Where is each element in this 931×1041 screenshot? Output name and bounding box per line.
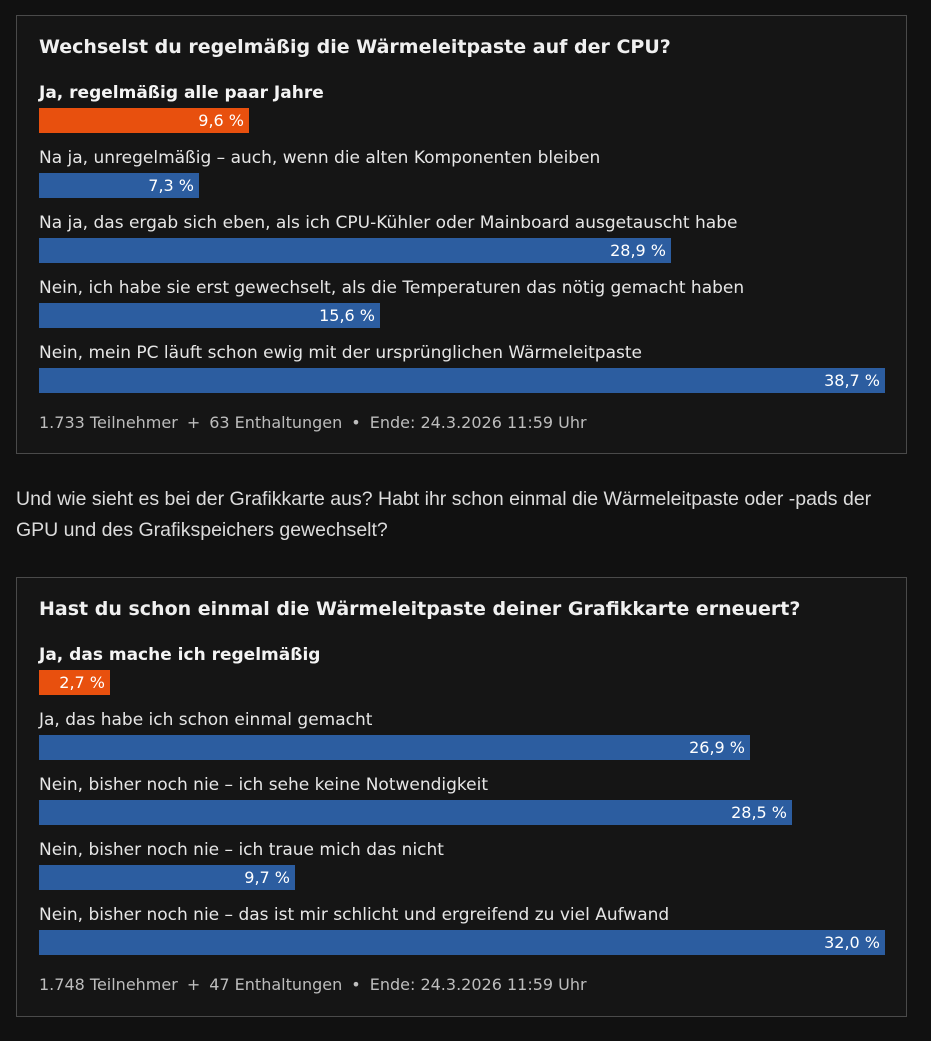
poll-option-bar [39,800,792,825]
bullet-separator: • [351,413,361,432]
bullet-separator: • [351,975,361,994]
poll-option-percent: 9,7 % [244,868,290,887]
poll-option-label: Ja, das mache ich regelmäßig [39,645,321,665]
participants-count: 1.733 Teilnehmer [39,413,178,432]
poll-option-bar-track: 15,6 % [39,303,885,328]
poll-option-bar [39,173,199,198]
poll-end-date: Ende: 24.3.2026 11:59 Uhr [369,413,587,432]
poll-option: Nein, bisher noch nie – das ist mir schl… [39,904,885,955]
poll-option-label: Ja, regelmäßig alle paar Jahre [39,83,324,103]
poll-option-bar-track: 2,7 % [39,670,885,695]
plus-separator: + [186,975,201,994]
poll-option-label: Nein, bisher noch nie – ich sehe keine N… [39,775,489,795]
poll-option-label: Nein, mein PC läuft schon ewig mit der u… [39,343,642,363]
poll-option-bar-track: 9,6 % [39,108,885,133]
poll-option-percent: 26,9 % [689,738,745,757]
poll-option: Na ja, das ergab sich eben, als ich CPU-… [39,212,885,263]
poll-option-percent: 28,9 % [610,241,666,260]
poll-option-bar [39,865,295,890]
poll-title: Wechselst du regelmäßig die Wärmeleitpas… [39,36,671,58]
poll-option-bar-track: 32,0 % [39,930,885,955]
poll-option: Nein, bisher noch nie – ich sehe keine N… [39,774,885,825]
poll-option-bar-track: 38,7 % [39,368,885,393]
poll-option-percent: 2,7 % [59,673,105,692]
poll-cpu-thermal-paste: Wechselst du regelmäßig die Wärmeleitpas… [16,15,907,454]
plus-separator: + [186,413,201,432]
article-paragraph: Und wie sieht es bei der Grafikkarte aus… [16,488,872,541]
poll-option: Na ja, unregelmäßig – auch, wenn die alt… [39,147,885,198]
poll-option-label: Na ja, das ergab sich eben, als ich CPU-… [39,213,738,233]
poll-footer: 1.748 Teilnehmer +47 Enthaltungen • Ende: 2… [39,975,587,994]
poll-option-label: Nein, bisher noch nie – ich traue mich d… [39,840,444,860]
poll-option-percent: 38,7 % [824,371,880,390]
poll-option-percent: 7,3 % [148,176,194,195]
poll-option-label: Na ja, unregelmäßig – auch, wenn die alt… [39,148,601,168]
poll-option-bar-track: 9,7 % [39,865,885,890]
poll-title: Hast du schon einmal die Wärmeleitpaste … [39,598,801,620]
poll-option-bar [39,368,885,393]
participants-count: 1.748 Teilnehmer [39,975,178,994]
poll-option-percent: 9,6 % [198,111,244,130]
poll-option-label: Ja, das habe ich schon einmal gemacht [39,710,373,730]
poll-gpu-thermal-paste: Hast du schon einmal die Wärmeleitpaste … [16,577,907,1017]
poll-option: Ja, das habe ich schon einmal gemacht 26,… [39,709,885,760]
poll-option-label: Nein, bisher noch nie – das ist mir schl… [39,905,670,925]
poll-option-bar-track: 28,5 % [39,800,885,825]
poll-option-bar [39,735,750,760]
poll-end-date: Ende: 24.3.2026 11:59 Uhr [369,975,587,994]
poll-option-percent: 15,6 % [319,306,375,325]
poll-option-label: Nein, ich habe sie erst gewechselt, als … [39,278,745,298]
poll-option: Nein, bisher noch nie – ich traue mich d… [39,839,885,890]
poll-option: Nein, mein PC läuft schon ewig mit der u… [39,342,885,393]
poll-option-bar [39,930,885,955]
poll-option-bar-track: 26,9 % [39,735,885,760]
poll-option-bar [39,108,249,133]
poll-footer: 1.733 Teilnehmer +63 Enthaltungen • Ende: 2… [39,413,587,432]
abstentions-count: 63 Enthaltungen [209,413,343,432]
poll-option: Nein, ich habe sie erst gewechselt, als … [39,277,885,328]
poll-option-bar-track: 7,3 % [39,173,885,198]
poll-option-bar [39,238,671,263]
poll-option-percent: 28,5 % [731,803,787,822]
abstentions-count: 47 Enthaltungen [209,975,343,994]
poll-option-bar [39,303,380,328]
poll-option-bar [39,670,110,695]
poll-option: Ja, das mache ich regelmäßig 2,7 % [39,644,885,695]
poll-option-percent: 32,0 % [824,933,880,952]
poll-option: Ja, regelmäßig alle paar Jahre 9,6 % [39,82,885,133]
poll-option-bar-track: 28,9 % [39,238,885,263]
